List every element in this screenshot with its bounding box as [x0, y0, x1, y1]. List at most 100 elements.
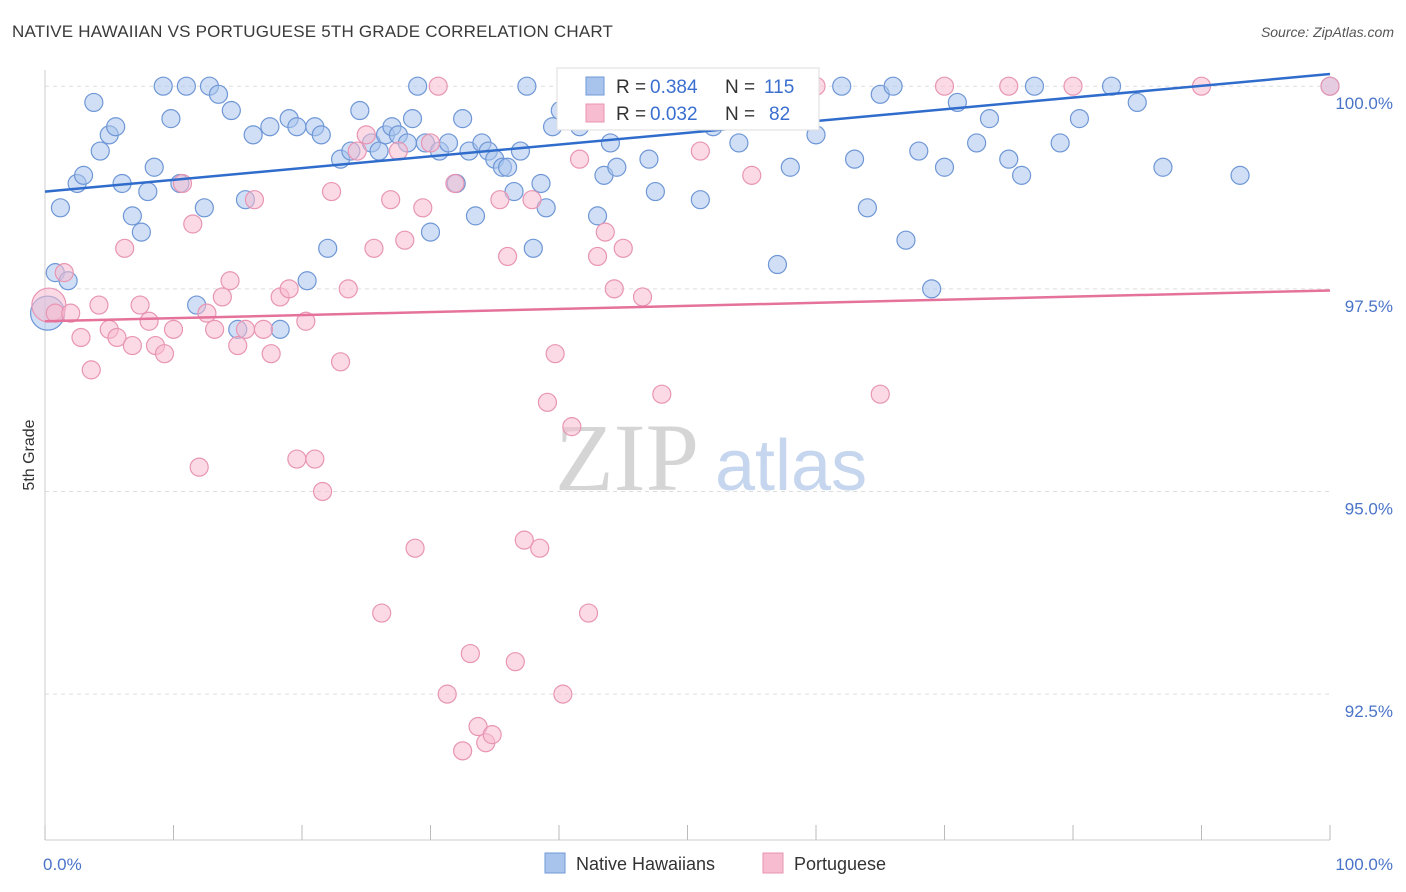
trend-line-native: [44, 72, 1331, 193]
portuguese-point: [999, 76, 1019, 96]
native-point: [318, 238, 338, 258]
portuguese-point: [388, 141, 408, 161]
native-point: [690, 190, 710, 210]
portuguese-point: [562, 417, 582, 437]
native-point: [1230, 165, 1250, 185]
native-point: [587, 206, 608, 226]
native-point: [208, 84, 229, 104]
portuguese-point: [244, 190, 265, 210]
native-point: [297, 271, 317, 291]
portuguese-point: [115, 238, 135, 258]
x-tick-labels: 0.0% 100.0%: [43, 855, 1393, 874]
portuguese-point: [107, 327, 127, 348]
native-point: [523, 238, 543, 258]
native-point: [767, 254, 788, 275]
y-tick-labels: 100.0% 97.5% 95.0% 92.5%: [1335, 94, 1393, 721]
portuguese-point: [330, 352, 351, 372]
portuguese-point: [934, 76, 955, 96]
legend-r-value-1: 0.384: [650, 77, 698, 98]
portuguese-point: [460, 643, 480, 664]
bottom-legend-swatch-native: [544, 852, 566, 874]
portuguese-point: [139, 311, 159, 331]
portuguese-point: [530, 538, 550, 558]
native-point: [402, 109, 423, 129]
portuguese-point: [321, 181, 342, 202]
legend-r-label-2: R =: [616, 104, 646, 125]
native-point: [144, 157, 164, 177]
portuguese-point: [235, 319, 256, 339]
native-point: [922, 279, 942, 299]
native-point: [639, 149, 659, 169]
portuguese-point: [189, 457, 209, 477]
native-point: [176, 76, 196, 96]
bottom-legend-label-native: Native Hawaiians: [576, 854, 715, 874]
correlation-legend: R = 0.384 N = 115 R = 0.032 N = 82: [556, 67, 820, 131]
portuguese-point: [437, 684, 457, 704]
portuguese-point: [296, 311, 316, 331]
watermark-atlas: atlas: [715, 426, 867, 506]
native-point: [999, 149, 1019, 169]
grid-lines: [45, 85, 1330, 695]
native-point: [510, 141, 531, 161]
native-point: [967, 133, 987, 153]
portuguese-point: [220, 271, 240, 291]
portuguese-point: [490, 190, 510, 210]
portuguese-point: [690, 141, 710, 161]
portuguese-point: [742, 165, 762, 185]
portuguese-point: [428, 76, 448, 96]
portuguese-point: [122, 335, 142, 356]
portuguese-point: [305, 449, 325, 469]
x-tick-label-max: 100.0%: [1335, 855, 1393, 874]
native-point: [531, 173, 551, 194]
portuguese-point: [372, 603, 392, 623]
portuguese-point: [553, 684, 573, 704]
native-point: [50, 198, 71, 218]
portuguese-points: [31, 76, 1340, 761]
portuguese-point: [1320, 76, 1340, 96]
series-legend: Native Hawaiians Portuguese: [544, 852, 886, 874]
native-point: [465, 206, 486, 226]
native-point: [287, 117, 307, 137]
portuguese-point: [61, 303, 81, 323]
portuguese-point: [652, 384, 672, 404]
portuguese-point: [253, 319, 274, 339]
chart-title: NATIVE HAWAIIAN VS PORTUGUESE 5TH GRADE …: [12, 22, 614, 41]
native-point: [311, 125, 331, 145]
native-point: [243, 125, 263, 145]
native-point: [369, 141, 389, 161]
native-point: [607, 157, 627, 177]
portuguese-point: [405, 538, 425, 558]
native-point: [161, 109, 181, 129]
portuguese-point: [205, 319, 225, 339]
native-point: [131, 222, 151, 242]
portuguese-point: [154, 344, 175, 364]
portuguese-point: [364, 238, 384, 258]
native-point: [1011, 165, 1032, 185]
legend-n-value-1: 115: [764, 77, 794, 98]
native-point: [832, 76, 852, 96]
native-point: [1050, 133, 1070, 153]
portuguese-point: [595, 222, 615, 242]
legend-r-value-2: 0.032: [650, 104, 698, 125]
native-point: [517, 76, 537, 96]
portuguese-point: [71, 327, 91, 348]
native-point: [106, 117, 126, 137]
portuguese-point: [498, 246, 518, 267]
x-tick-label-min: 0.0%: [43, 855, 82, 874]
native-point: [453, 109, 473, 129]
portuguese-point: [569, 149, 590, 169]
native-point: [84, 92, 104, 113]
native-point: [260, 117, 280, 137]
native-point: [153, 76, 173, 96]
native-point: [194, 198, 214, 218]
legend-r-label-1: R =: [616, 77, 646, 98]
portuguese-point: [632, 287, 653, 307]
portuguese-point: [453, 741, 473, 761]
y-tick-label: 97.5%: [1345, 297, 1393, 316]
native-point: [73, 165, 94, 185]
portuguese-point: [89, 295, 109, 315]
native-point: [1153, 157, 1173, 177]
trend-lines: [44, 72, 1331, 323]
portuguese-point: [54, 263, 74, 283]
native-point: [857, 198, 878, 218]
